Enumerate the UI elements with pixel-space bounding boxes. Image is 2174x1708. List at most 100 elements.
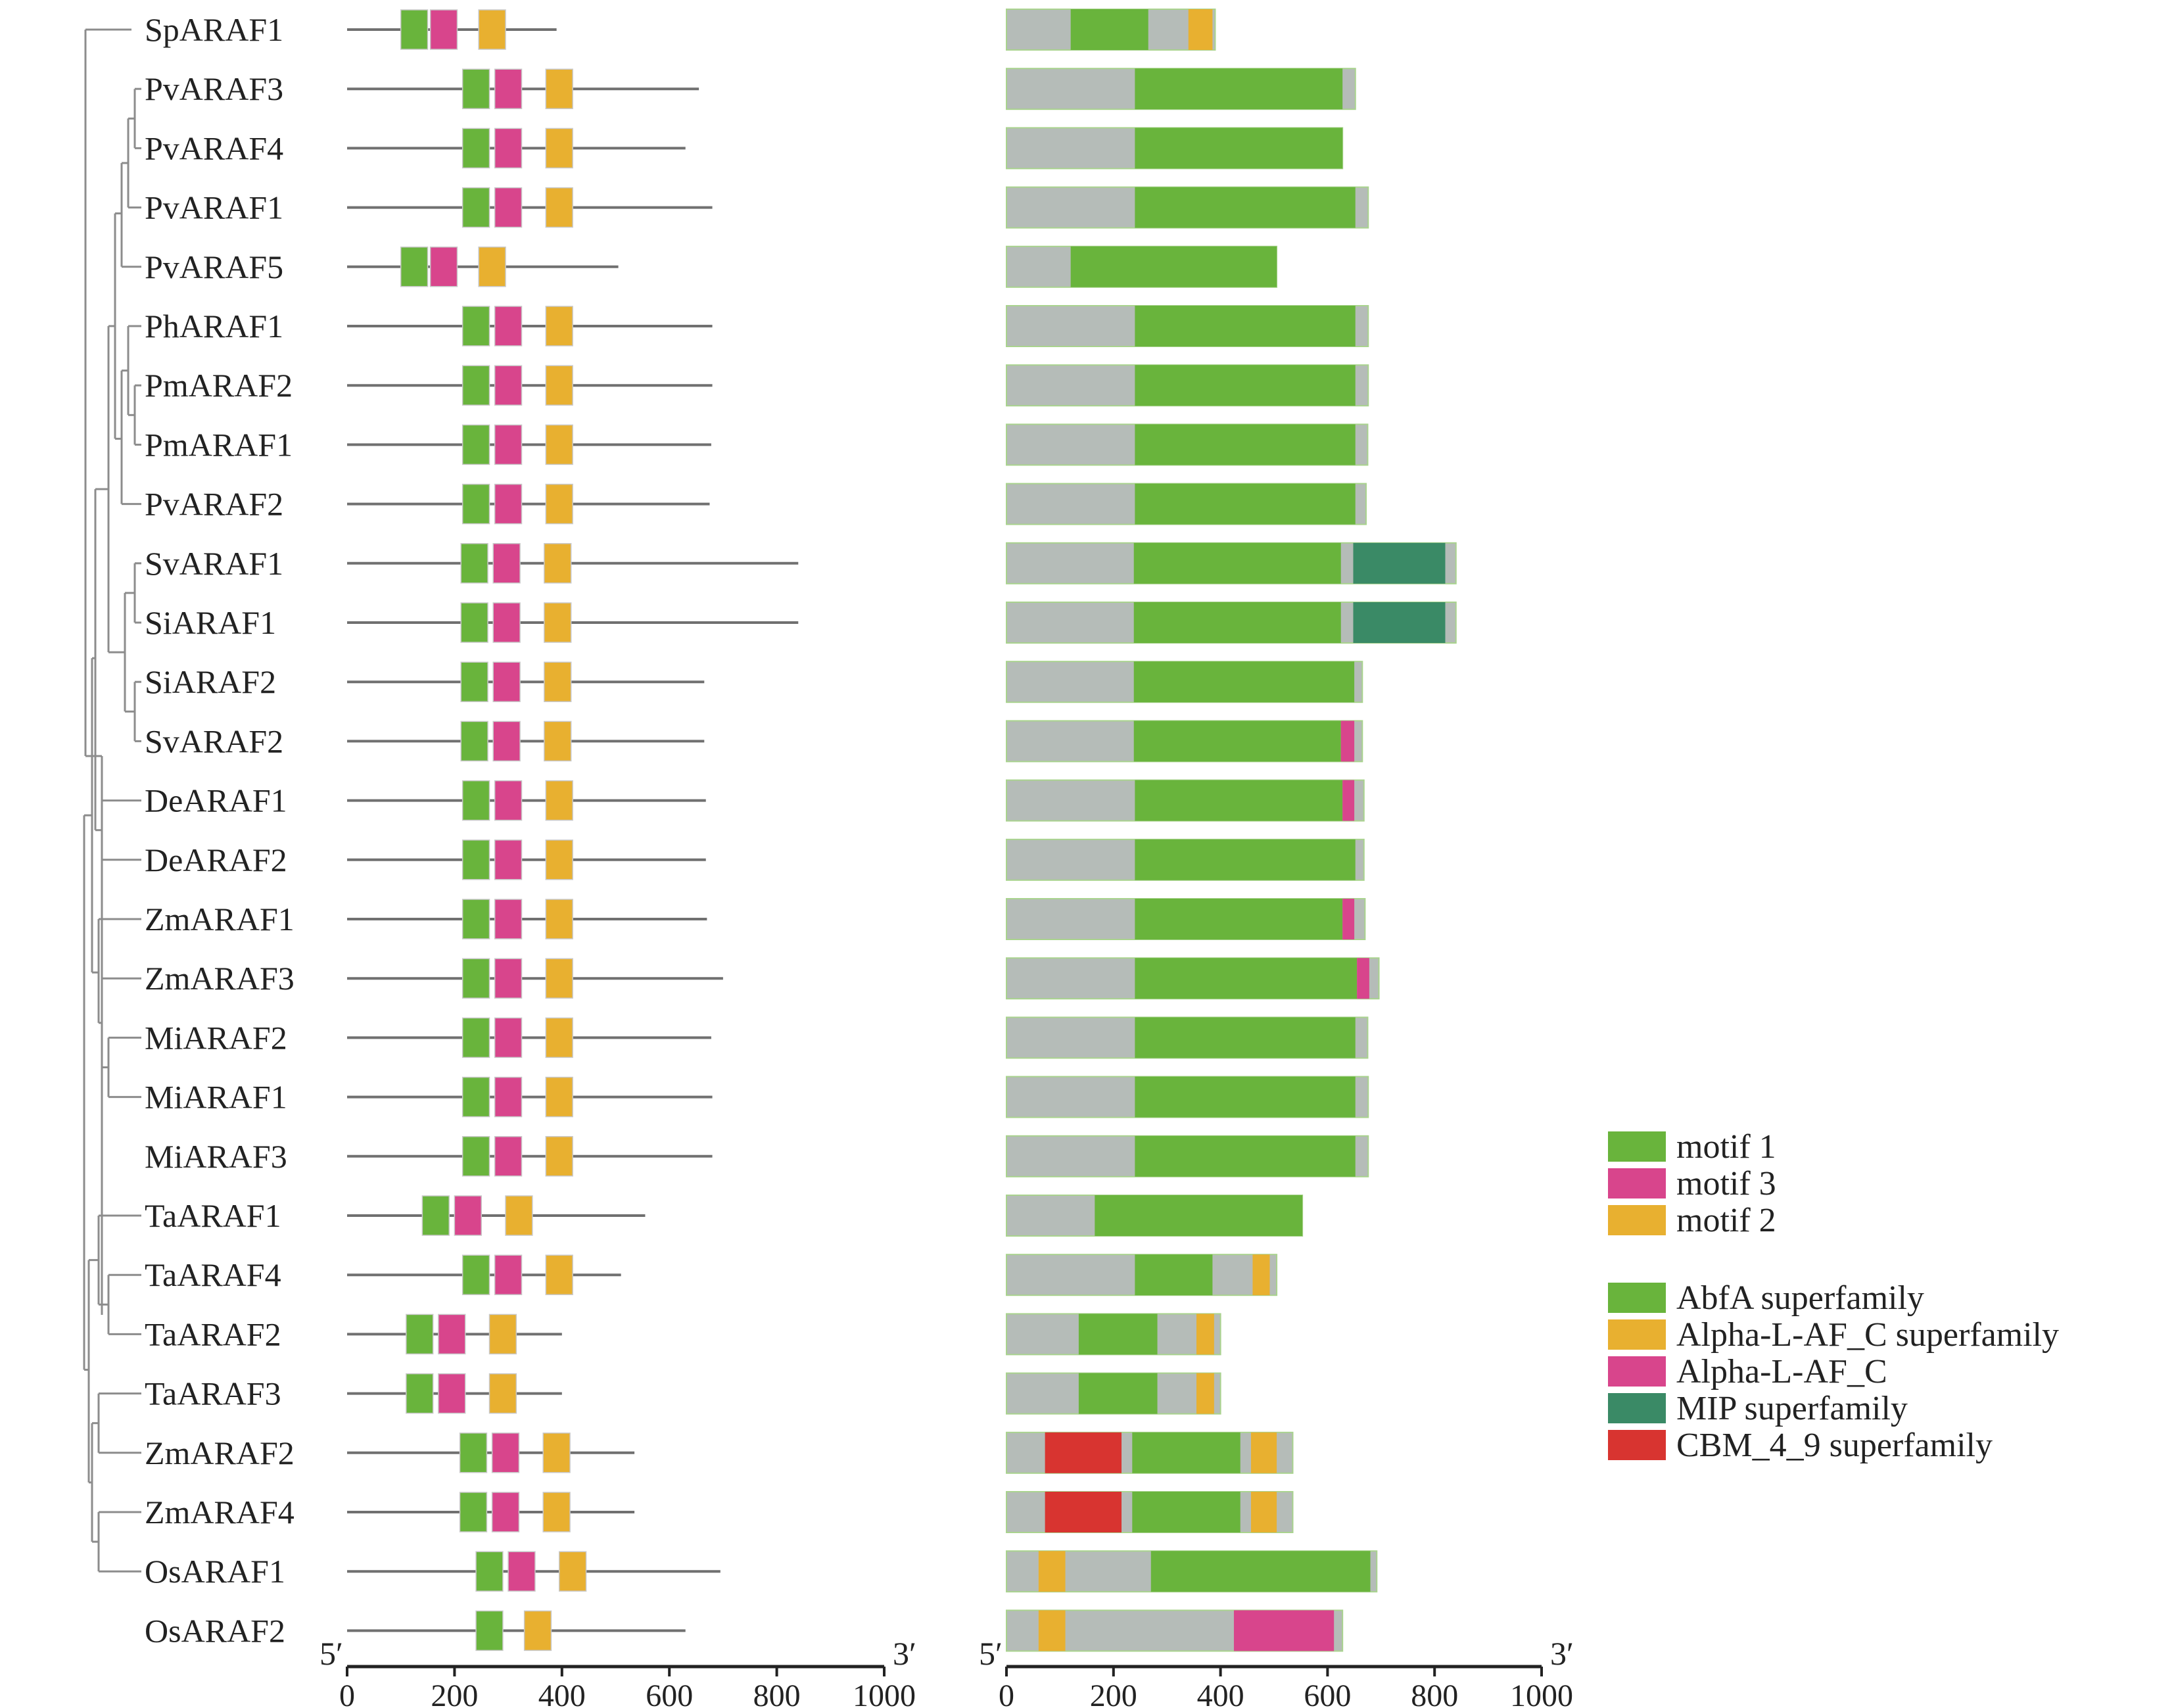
domain-box	[1135, 780, 1343, 821]
motif1-box	[475, 1610, 504, 1651]
legend-label: MIP superfamily	[1676, 1390, 1908, 1427]
gene-label: SiARAF1	[145, 604, 276, 641]
motif3-box	[438, 1373, 466, 1414]
motif1-box	[461, 68, 490, 109]
domain-axis-tick-label: 400	[1197, 1678, 1244, 1708]
domain-box	[1135, 128, 1343, 169]
domain-axis-tick-label: 600	[1304, 1678, 1351, 1708]
motif3-box	[454, 1195, 483, 1236]
motif2-box	[544, 721, 572, 762]
domain-box	[1233, 1610, 1335, 1651]
motif1-box	[461, 1017, 490, 1058]
legend-swatch	[1608, 1356, 1666, 1387]
gene-label: SiARAF2	[145, 663, 276, 700]
motif1-box	[475, 1551, 504, 1592]
gene-label: TaARAF4	[145, 1256, 281, 1293]
domain-box	[1135, 958, 1358, 999]
gene-label: PvARAF4	[145, 130, 283, 166]
legend-label: AbfA superfamily	[1676, 1279, 1924, 1317]
domain-box	[1132, 1492, 1241, 1532]
domain-box	[1135, 1017, 1356, 1058]
gene-label: MiARAF1	[145, 1079, 287, 1116]
domain-box	[1135, 899, 1343, 939]
domain-box	[1252, 1254, 1270, 1296]
motif2-box	[558, 1551, 587, 1592]
motif3-box	[494, 1254, 523, 1295]
motif2-box	[505, 1195, 533, 1236]
motif3-box	[494, 1076, 523, 1118]
domain-box	[1135, 365, 1356, 406]
motif3-box	[494, 306, 523, 346]
motif2-box	[545, 306, 573, 346]
motif3-box	[494, 483, 523, 525]
gene-label: SvARAF1	[145, 545, 283, 582]
legend-swatch	[1608, 1393, 1666, 1423]
domain-box	[1070, 246, 1277, 287]
gene-label: PvARAF2	[145, 486, 283, 523]
motif2-box	[545, 840, 573, 880]
motif2-box	[488, 1314, 517, 1355]
motif2-box	[545, 1254, 573, 1295]
gene-label: ZmARAF1	[145, 901, 295, 937]
domain-axis-tick-label: 1000	[1510, 1678, 1573, 1708]
motif3-box	[508, 1551, 536, 1592]
motif1-box	[461, 424, 490, 465]
gene-label: DeARAF1	[145, 782, 287, 819]
motif3-box	[494, 840, 523, 880]
motif3-box	[494, 958, 523, 999]
motif1-box	[421, 1195, 450, 1236]
motif3-box	[492, 602, 521, 643]
domain-box	[1135, 424, 1356, 465]
legend-label: Alpha-L-AF_C superfamily	[1676, 1316, 2059, 1354]
motif-axis-tick-label: 200	[431, 1678, 478, 1708]
domain-box	[1150, 1551, 1371, 1592]
domain-box	[1045, 1492, 1122, 1532]
motif-axis-3prime-label: 3′	[893, 1635, 916, 1672]
legend-swatch	[1608, 1430, 1666, 1460]
motif2-box	[545, 68, 573, 109]
domain-box	[1135, 187, 1356, 228]
motif3-box	[494, 128, 523, 169]
motif3-box	[494, 424, 523, 465]
legend-label: motif 1	[1676, 1128, 1776, 1166]
gene-label: SvARAF2	[145, 723, 283, 759]
gene-label: SpARAF1	[145, 11, 283, 48]
gene-label: DeARAF2	[145, 842, 287, 878]
legend-label: CBM_4_9 superfamily	[1676, 1427, 1993, 1464]
motif2-box	[545, 365, 573, 406]
domain-box	[1135, 306, 1356, 346]
motif3-box	[494, 1136, 523, 1177]
domain-axis-tick-label: 200	[1090, 1678, 1137, 1708]
motif1-box	[461, 365, 490, 406]
domain-box	[1196, 1314, 1214, 1355]
domain-box	[1342, 780, 1355, 821]
gene-label: OsARAF2	[145, 1612, 285, 1649]
gene-name-column: SpARAF1 PvARAF3 PvARAF4 PvARAF1 PvARAF5 PhARA…	[145, 11, 295, 1649]
motif1-box	[461, 840, 490, 880]
motif-axis-ticks: 0 200 400 600 800 1000	[339, 1667, 916, 1708]
motif1-box	[461, 899, 490, 939]
domain-box	[1070, 9, 1148, 50]
gene-label: TaARAF3	[145, 1375, 281, 1412]
motif1-box	[461, 1254, 490, 1295]
domain-axis-tick-label: 800	[1411, 1678, 1458, 1708]
gene-label: MiARAF2	[145, 1019, 287, 1056]
motif1-box	[461, 483, 490, 525]
motif2-box	[544, 602, 572, 643]
protein-domain-panel	[1006, 9, 1457, 1652]
motif3-box	[429, 9, 458, 50]
domain-box	[1342, 899, 1355, 939]
gene-label: PvARAF3	[145, 70, 283, 107]
motif3-box	[492, 661, 521, 702]
motif-structure-panel	[347, 9, 799, 1651]
motif3-box	[494, 365, 523, 406]
domain-box	[1353, 602, 1446, 643]
motif-axis-tick-label: 800	[753, 1678, 801, 1708]
domain-box	[1135, 1135, 1356, 1177]
gene-label: MiARAF3	[145, 1138, 287, 1175]
legend-label: motif 3	[1676, 1165, 1776, 1202]
domain-box	[1188, 9, 1213, 50]
domain-box	[1353, 542, 1446, 584]
